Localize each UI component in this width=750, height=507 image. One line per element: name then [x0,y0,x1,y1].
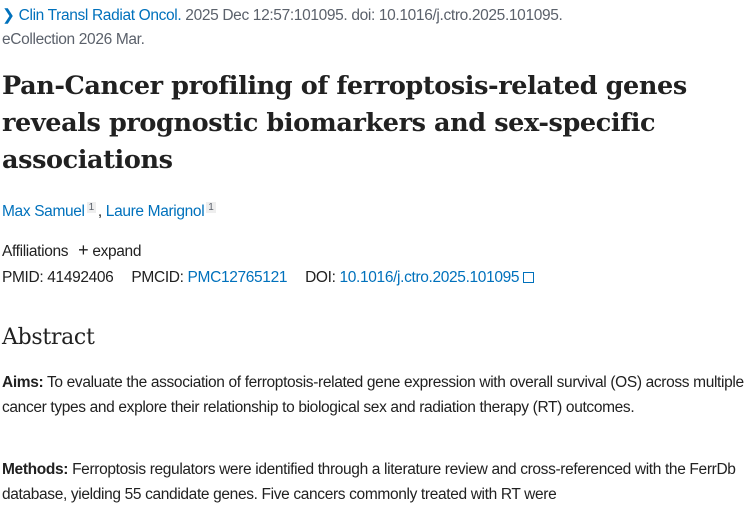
citation-details: 2025 Dec 12:57:101095. doi: 10.1016/j.ct… [185,7,563,24]
author-link[interactable]: Max Samuel [2,203,85,221]
plus-icon: + [78,240,89,260]
aims-text: To evaluate the association of ferroptos… [2,374,744,416]
methods-label: Methods: [2,461,69,478]
ecollection: eCollection 2026 Mar. [2,31,145,48]
pmcid-link[interactable]: PMC12765121 [187,269,288,286]
aims-label: Aims: [2,374,44,391]
abstract-methods: Methods: Ferroptosis regulators were ide… [2,457,750,507]
authors-list: Max Samuel 1, Laure Marignol 1 [2,202,216,221]
chevron-right-icon: ❯ [2,7,15,24]
expand-label: expand [92,243,142,260]
external-link-icon [523,272,535,283]
article-title: Pan-Cancer profiling of ferroptosis-rela… [2,71,687,175]
pmcid-label: PMCID: [131,269,184,286]
affiliation-ref[interactable]: 1 [206,202,216,213]
abstract-heading: Abstract [2,325,95,350]
abstract-aims: Aims: To evaluate the association of fer… [2,370,750,420]
doi-value: 10.1016/j.ctro.2025.101095 [339,269,520,286]
pmid-label: PMID: [2,269,44,286]
expand-affiliations-button[interactable]: + expand [68,240,142,260]
article-ids: PMID: 41492406 PMCID: PMC12765121 DOI: 1… [2,269,535,287]
affiliation-ref[interactable]: 1 [86,202,96,213]
affiliations-label: Affiliations [2,243,69,260]
citation: ❯ Clin Transl Radiat Oncol. 2025 Dec 12:5… [2,4,750,52]
journal-link[interactable]: Clin Transl Radiat Oncol. [18,7,182,24]
author-link[interactable]: Laure Marignol [105,203,205,221]
affiliations: Affiliations + expand [2,240,141,261]
methods-text: Ferroptosis regulators were identified t… [2,461,736,503]
doi-link[interactable]: 10.1016/j.ctro.2025.101095 [340,269,535,286]
pmid-value: 41492406 [47,269,114,286]
doi-label: DOI: [305,269,336,286]
